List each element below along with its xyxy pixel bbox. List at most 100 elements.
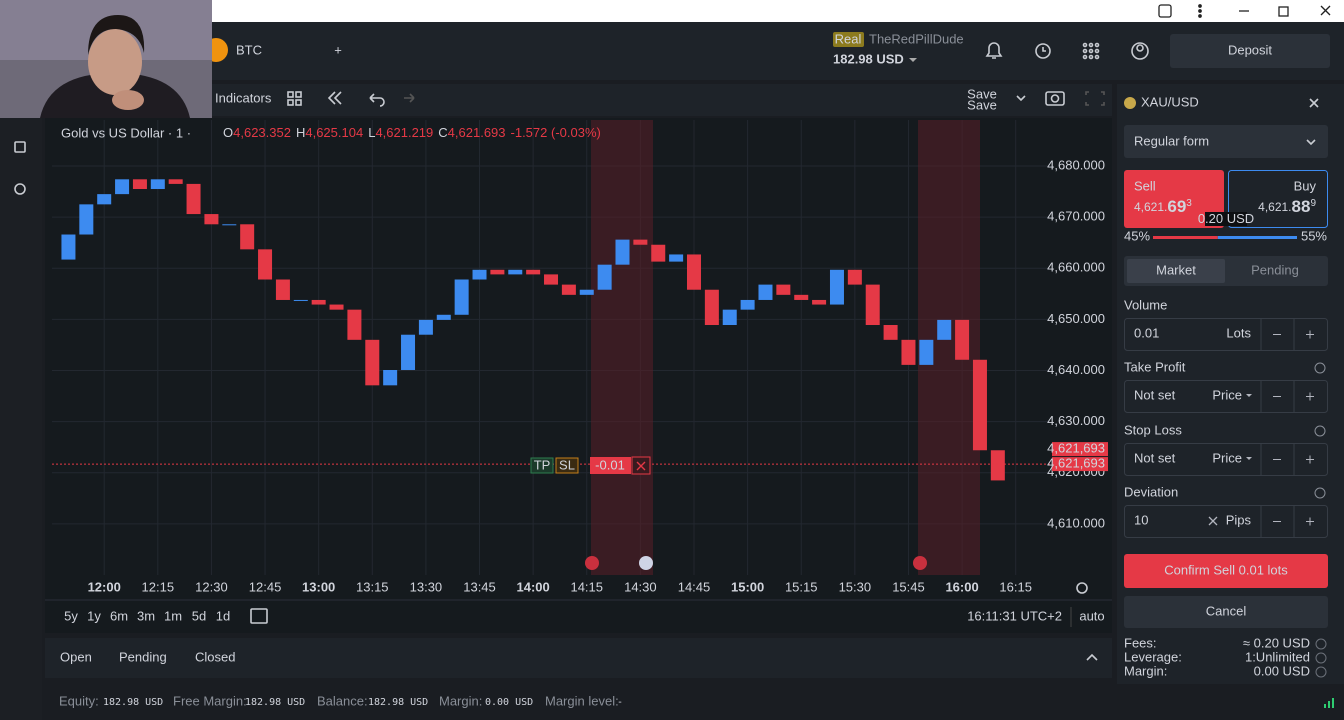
mode[interactable]: Market — [1156, 262, 1196, 277]
auto-scale[interactable]: auto — [1079, 608, 1104, 623]
increment[interactable] — [1306, 392, 1314, 401]
deposit-button[interactable] — [1170, 34, 1330, 68]
timeframe[interactable]: 5y — [64, 608, 78, 623]
candle — [847, 269, 862, 285]
mode-active[interactable] — [1127, 259, 1225, 283]
candle — [61, 234, 76, 260]
field-input[interactable] — [1124, 380, 1328, 413]
close-panel[interactable] — [1309, 98, 1319, 108]
status-label: Equity: — [59, 693, 99, 708]
x-tick-label: 15:15 — [785, 579, 818, 594]
event-icon[interactable] — [913, 556, 927, 570]
y-tick-label: 4,680.000 — [1047, 157, 1105, 172]
unit-dropdown[interactable] — [1246, 394, 1252, 397]
candle — [508, 269, 523, 275]
window-controls[interactable] — [1158, 4, 1331, 18]
x-tick-label: 14:30 — [624, 579, 657, 594]
chart-settings[interactable] — [1076, 582, 1088, 594]
deposit-label[interactable]: Deposit — [1228, 42, 1272, 57]
x-tick-label: 12:15 — [142, 579, 175, 594]
timeframe[interactable]: 5d — [192, 608, 206, 623]
candle — [972, 359, 987, 451]
sl-button[interactable] — [555, 457, 579, 474]
confirm-label[interactable]: Confirm Sell 0.01 lots — [1164, 562, 1288, 577]
field-input[interactable] — [1124, 505, 1328, 538]
clear-icon[interactable] — [1208, 516, 1218, 526]
close-icon[interactable] — [636, 461, 646, 471]
confirm-button[interactable] — [1124, 554, 1328, 588]
timeframe[interactable]: 6m — [110, 608, 128, 623]
account-type: Real — [835, 31, 862, 46]
status-value: 182.98 USD — [368, 697, 428, 708]
help-icon[interactable] — [1315, 666, 1327, 678]
info-label: Leverage: — [1124, 649, 1182, 664]
increment[interactable] — [1306, 455, 1314, 464]
order-symbol: XAU/USD — [1141, 94, 1199, 109]
field-unit: Lots — [1226, 325, 1251, 340]
ohlc-key: H — [296, 125, 305, 140]
spread: 0.20 USD — [1198, 211, 1254, 226]
help-icon[interactable] — [1315, 638, 1327, 650]
pnl-box — [590, 457, 631, 474]
tp-label[interactable]: TP — [534, 457, 551, 472]
x-tick-label: 16:00 — [945, 579, 978, 594]
mode[interactable]: Pending — [1251, 262, 1299, 277]
indicators-button[interactable]: Indicators — [215, 90, 272, 105]
help-icon[interactable] — [1314, 362, 1326, 374]
price-big: 88 — [1292, 197, 1311, 216]
header-icons[interactable] — [985, 42, 1149, 60]
info-label: Fees: — [1124, 635, 1157, 650]
price-main: 4,621. — [1134, 200, 1167, 214]
timeframe[interactable]: 1d — [216, 608, 230, 623]
tab[interactable]: Open — [60, 649, 92, 664]
balance-dropdown[interactable] — [909, 58, 917, 62]
increment[interactable] — [1306, 330, 1314, 339]
candle — [311, 299, 326, 305]
info-label: Margin: — [1124, 663, 1167, 678]
symbol-tab[interactable]: BTC — [236, 42, 262, 57]
buy-label[interactable]: Buy — [1294, 178, 1317, 193]
form-label[interactable]: Regular form — [1134, 133, 1209, 148]
tp-button[interactable] — [530, 457, 554, 474]
add-tab[interactable]: + — [334, 42, 342, 57]
field-value[interactable]: Not set — [1134, 450, 1176, 465]
sell-price[interactable]: 4,621.693 — [1134, 197, 1192, 216]
balance[interactable]: 182.98 USD — [833, 51, 904, 66]
timeframe[interactable]: 1y — [87, 608, 101, 623]
field-value[interactable]: Not set — [1134, 387, 1176, 402]
help-icon[interactable] — [1314, 425, 1326, 437]
sl-label[interactable]: SL — [559, 457, 575, 472]
tab[interactable]: Closed — [195, 649, 235, 664]
date-range-icon[interactable] — [250, 608, 268, 624]
ohlc-legend: O4,623.352 H4,625.104 L4,621.219 C4,621.693… — [223, 125, 601, 140]
buy-price[interactable]: 4,621.889 — [1258, 197, 1316, 216]
help-icon[interactable] — [1314, 487, 1326, 499]
cancel-label[interactable]: Cancel — [1206, 603, 1247, 618]
tab[interactable]: Pending — [119, 649, 167, 664]
increment[interactable] — [1306, 517, 1314, 526]
cancel-button[interactable] — [1124, 596, 1328, 628]
sell-button[interactable] — [1124, 170, 1224, 228]
field-value[interactable]: 0.01 — [1134, 325, 1159, 340]
candle — [436, 314, 451, 320]
chevron[interactable] — [1306, 139, 1316, 146]
help-icon[interactable] — [1315, 652, 1327, 664]
sidebar-icons[interactable] — [14, 141, 26, 195]
sell-label[interactable]: Sell — [1134, 178, 1156, 193]
candle — [955, 319, 970, 360]
field-input[interactable] — [1124, 443, 1328, 476]
timeframe[interactable]: 3m — [137, 608, 155, 623]
field-value[interactable]: 10 — [1134, 512, 1148, 527]
timeframe[interactable]: 1m — [164, 608, 182, 623]
candle — [383, 369, 398, 386]
event-icon[interactable] — [585, 556, 599, 570]
buy-button[interactable] — [1228, 170, 1328, 228]
form-select[interactable] — [1124, 125, 1328, 158]
field-input[interactable] — [1124, 318, 1328, 351]
event-icon[interactable] — [639, 556, 653, 570]
save-button[interactable]: Save — [967, 86, 997, 101]
unit-dropdown[interactable] — [1246, 457, 1252, 460]
toolbar-icons[interactable] — [287, 91, 1105, 107]
collapse[interactable] — [1086, 653, 1098, 661]
y-tick-label: 4,630.000 — [1047, 413, 1105, 428]
